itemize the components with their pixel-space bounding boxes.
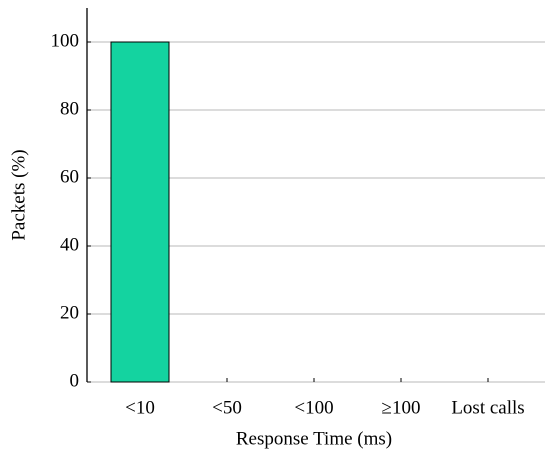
x-axis-label: Response Time (ms) (236, 428, 392, 449)
x-tick-label: Lost calls (451, 397, 524, 418)
y-tick-label: 80 (60, 98, 79, 119)
y-tick-label: 20 (60, 302, 79, 323)
y-axis-label: Packets (%) (8, 149, 29, 240)
bar (110, 41, 170, 383)
y-tick-label: 60 (60, 166, 79, 187)
y-tick-label: 100 (51, 30, 80, 51)
x-tick-label: <50 (212, 397, 242, 418)
x-tick-label: ≥100 (382, 397, 421, 418)
y-tick-label: 40 (60, 234, 79, 255)
y-tick-label: 0 (70, 370, 80, 391)
x-tick-label: <100 (294, 397, 333, 418)
x-tick-label: <10 (125, 397, 155, 418)
